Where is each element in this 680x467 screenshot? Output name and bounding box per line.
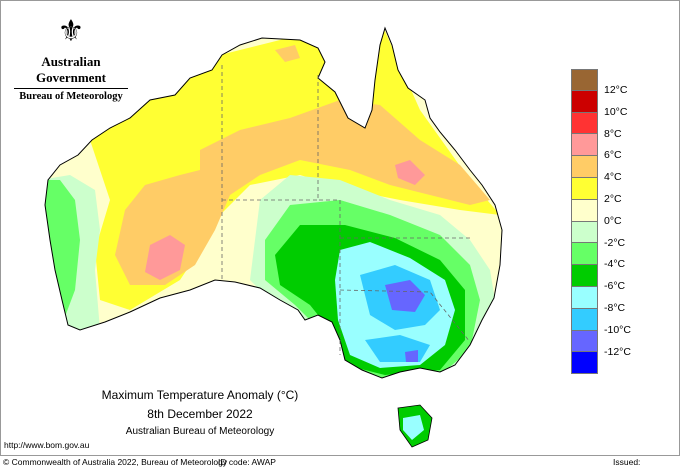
zone-6-8-west bbox=[145, 235, 185, 280]
zone-4-6 bbox=[115, 100, 490, 285]
tasmania-cold-zone bbox=[403, 415, 424, 440]
bom-logo: ⚜ Australian Government Bureau of Meteor… bbox=[10, 10, 132, 102]
legend-swatch bbox=[571, 69, 598, 91]
color-legend: 12°C 10°C 8°C 6°C 4°C 2°C 0°C -2°C -4°C -6°C -8°C -… bbox=[571, 69, 631, 375]
legend-swatch bbox=[571, 112, 598, 135]
zone-minus12-minus10 bbox=[385, 280, 425, 312]
legend-swatch bbox=[571, 286, 598, 309]
zone-minus12-small bbox=[405, 350, 418, 362]
legend-swatch bbox=[571, 134, 598, 157]
legend-swatch bbox=[571, 90, 598, 113]
legend-swatch bbox=[571, 221, 598, 244]
legend-label: 6°C bbox=[604, 149, 622, 162]
legend-swatch bbox=[571, 352, 598, 375]
legend-label: -12°C bbox=[604, 345, 631, 358]
legend-label: -2°C bbox=[604, 236, 626, 249]
id-code: ID code: AWAP bbox=[218, 457, 276, 467]
legend-swatch bbox=[571, 308, 598, 331]
map-titles: Maximum Temperature Anomaly (°C) 8th Dec… bbox=[95, 388, 305, 437]
legend-swatch bbox=[571, 156, 598, 178]
bom-url-link[interactable]: http://www.bom.gov.au bbox=[4, 440, 90, 450]
legend-label: -4°C bbox=[604, 258, 626, 271]
copyright: © Commonwealth of Australia 2022, Bureau… bbox=[3, 457, 228, 467]
legend-swatch bbox=[571, 265, 598, 287]
legend-swatch bbox=[571, 243, 598, 266]
legend-label: 0°C bbox=[604, 214, 622, 227]
coat-of-arms-icon: ⚜ bbox=[57, 15, 85, 48]
legend-label: 10°C bbox=[604, 105, 628, 118]
map-title: Maximum Temperature Anomaly (°C) bbox=[101, 388, 299, 402]
state-borders bbox=[221, 65, 471, 355]
bureau-name: Bureau of Meteorology bbox=[19, 91, 123, 102]
map-source: Australian Bureau of Meteorology bbox=[125, 426, 275, 437]
legend-label: 2°C bbox=[604, 193, 622, 205]
legend-swatch bbox=[571, 199, 598, 222]
legend-label: 4°C bbox=[604, 171, 622, 184]
legend-label: -8°C bbox=[604, 302, 626, 314]
legend-swatch bbox=[571, 330, 598, 353]
legend-label: 12°C bbox=[604, 84, 628, 96]
legend-swatch bbox=[571, 177, 598, 200]
legend-label: -6°C bbox=[604, 280, 626, 293]
map-date: 8th December 2022 bbox=[147, 407, 253, 421]
legend-label: 8°C bbox=[604, 127, 622, 140]
zone-6-8-east bbox=[395, 160, 425, 185]
legend-label: -10°C bbox=[604, 323, 631, 336]
issued-date: Issued: 09/12/2022 bbox=[613, 457, 641, 467]
government-name: Australian Government bbox=[35, 54, 107, 85]
zone-4-6-north bbox=[275, 45, 300, 62]
